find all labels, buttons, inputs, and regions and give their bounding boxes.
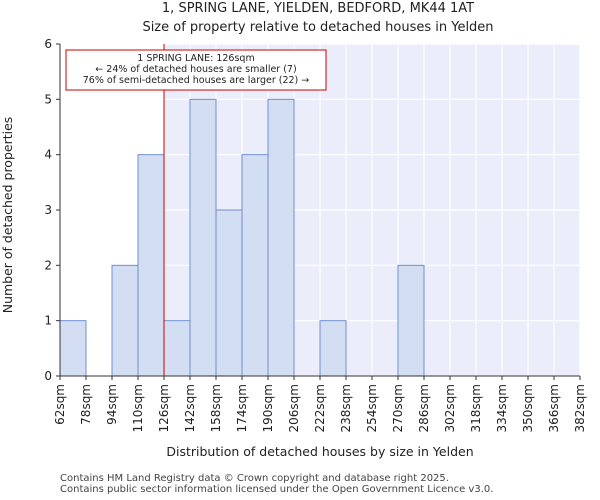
- x-tick-label: 222sqm: [313, 384, 327, 432]
- y-tick-label: 0: [44, 369, 52, 383]
- x-tick-label: 254sqm: [365, 384, 379, 432]
- y-tick-label: 6: [44, 37, 52, 51]
- x-tick-label: 286sqm: [417, 384, 431, 432]
- annotation-smaller: ← 24% of detached houses are smaller (7): [95, 64, 296, 75]
- x-tick-label: 238sqm: [339, 384, 353, 432]
- annotation-box: [65, 49, 327, 91]
- bar: [59, 320, 87, 377]
- x-tick-label: 302sqm: [443, 384, 457, 432]
- y-tick-label: 5: [44, 92, 52, 106]
- y-tick-label: 2: [44, 258, 52, 272]
- chart-title: 1, SPRING LANE, YIELDEN, BEDFORD, MK44 1…: [162, 1, 474, 16]
- bar: [319, 320, 347, 377]
- x-tick-label: 190sqm: [261, 384, 275, 432]
- annotation-larger: 76% of semi-detached houses are larger (…: [83, 75, 310, 86]
- x-tick-label: 366sqm: [547, 384, 561, 432]
- bar: [137, 154, 165, 377]
- y-tick-label: 1: [44, 314, 52, 328]
- footer-licence: Contains public sector information licen…: [60, 484, 494, 495]
- bar: [215, 209, 243, 377]
- bar: [267, 98, 295, 377]
- bar: [189, 98, 217, 377]
- x-tick-label: 206sqm: [287, 384, 301, 432]
- x-tick-label: 142sqm: [183, 384, 197, 432]
- bar: [397, 264, 425, 377]
- bar: [241, 154, 269, 377]
- plot-area: 0 1 2 3 4 5 6 62sqm 78sqm 94sqm 110sqm 126sqm 142sqm…: [44, 37, 587, 432]
- x-tick-label: 126sqm: [157, 384, 171, 432]
- x-tick-label: 158sqm: [209, 384, 223, 432]
- annotation-title: 1 SPRING LANE: 126sqm: [137, 53, 254, 64]
- y-tick-label: 3: [44, 203, 52, 217]
- x-tick-label: 94sqm: [105, 384, 119, 425]
- x-tick-label: 110sqm: [131, 384, 145, 432]
- x-tick-label: 62sqm: [53, 384, 67, 425]
- y-tick-label: 4: [44, 148, 52, 162]
- x-tick-label: 350sqm: [521, 384, 535, 432]
- chart-subtitle: Size of property relative to detached ho…: [142, 20, 493, 35]
- x-tick-label: 318sqm: [469, 384, 483, 432]
- x-tick-label: 174sqm: [235, 384, 249, 432]
- x-tick-label: 334sqm: [495, 384, 509, 432]
- x-tick-label: 382sqm: [573, 384, 587, 432]
- x-tick-label: 78sqm: [79, 384, 93, 425]
- bar: [111, 264, 139, 377]
- x-axis-label: Distribution of detached houses by size …: [166, 444, 473, 459]
- x-tick-label: 270sqm: [391, 384, 405, 432]
- footer-copyright: Contains HM Land Registry data © Crown c…: [60, 473, 449, 484]
- bar: [163, 320, 191, 377]
- y-axis-label: Number of detached properties: [0, 117, 15, 314]
